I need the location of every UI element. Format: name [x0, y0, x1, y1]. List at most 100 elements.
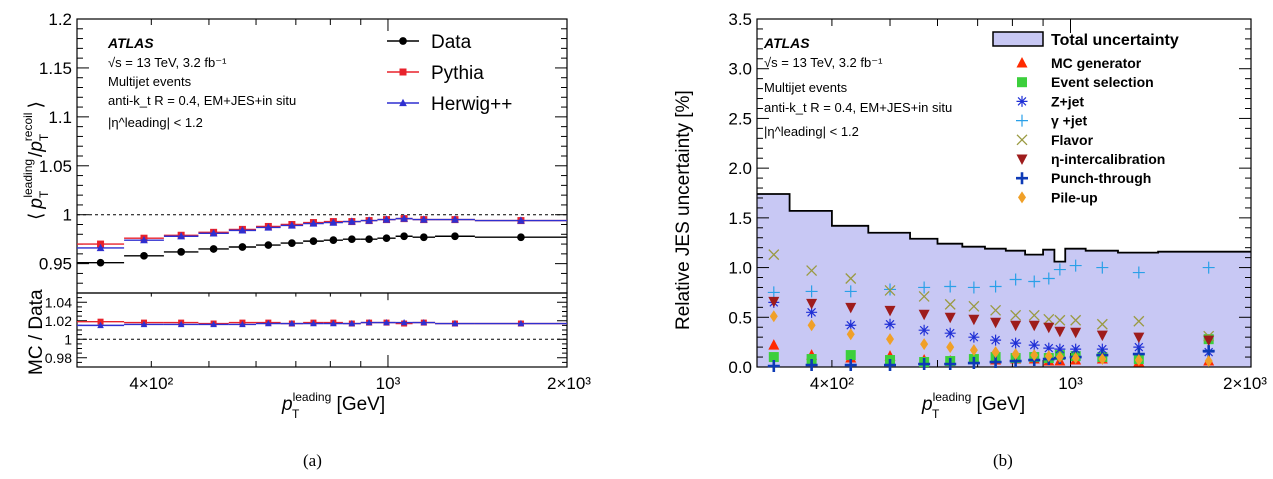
legend-entry--intercalibration: η-intercalibration: [1016, 151, 1165, 167]
data-point: [1055, 351, 1064, 364]
data-point: [1043, 313, 1055, 325]
legend-label: MC generator: [1051, 55, 1142, 71]
panel-b-xlabel: pleading [GeV] T: [921, 390, 1025, 421]
panel-b-xlabel-sub: T: [932, 407, 940, 421]
legend-entry-herwig-: Herwig++: [387, 94, 512, 115]
data-point: [1042, 272, 1055, 285]
data-point: [845, 302, 857, 314]
data-point: [1053, 263, 1066, 276]
panel-b-ylabel: Relative JES uncertainty [%]: [673, 90, 694, 330]
legend-label: η-intercalibration: [1051, 151, 1165, 167]
data-point: [1054, 314, 1066, 326]
data-point: [1028, 309, 1040, 321]
ratio-point: [97, 318, 104, 325]
data-point: [1096, 261, 1109, 274]
panel-b-total-uncertainty-band: [757, 193, 1251, 367]
data-point: [845, 319, 857, 331]
data-point: [1069, 259, 1082, 272]
data-point: [845, 350, 856, 361]
panel-a-atlas-label: ATLAS: [107, 35, 154, 51]
data-point: [990, 304, 1002, 316]
data-point: [1009, 273, 1022, 286]
data-point: [1096, 318, 1108, 330]
legend-swatch: [992, 31, 1044, 47]
legend-marker: [1016, 57, 1028, 68]
data-point: [846, 328, 855, 341]
data-point: [969, 344, 978, 357]
series-data: [77, 232, 567, 267]
panel-b-energy-line: √s = 13 TeV, 3.2 fb⁻¹: [764, 55, 883, 70]
data-point: [209, 229, 218, 237]
panel-a-legend: Data Pythia Herwig++: [387, 32, 512, 115]
panel-b-atlas-label: ATLAS: [763, 35, 810, 51]
legend-entry-pile-up: Pile-up: [1018, 189, 1098, 205]
ratio-point: [140, 320, 148, 328]
data-point: [967, 357, 980, 370]
ratio-series-pythia: [77, 318, 567, 327]
data-point: [944, 358, 957, 371]
panel-b-event-line: Multijet events: [764, 80, 848, 95]
data-point: [844, 359, 857, 372]
ratio-point: [310, 319, 317, 327]
panel-a-ytick-label: 1.15: [39, 59, 72, 78]
data-point: [1098, 353, 1107, 366]
legend-entry-event-selection: Event selection: [1017, 74, 1154, 90]
panel-b-ytick-label: 0.5: [728, 308, 752, 327]
data-point: [140, 235, 148, 244]
data-point: [1070, 327, 1082, 339]
panel-b-xtick-label: 2×10³: [1223, 374, 1267, 393]
series--jet: [767, 259, 1215, 299]
data-point: [884, 283, 897, 296]
panel-a-ratio-ytick-label: 1.04: [45, 294, 72, 310]
panel-b-jet-line: anti-k_t R = 0.4, EM+JES+in situ: [764, 100, 952, 115]
series--intercalibration: [768, 296, 1215, 347]
data-point: [768, 339, 780, 350]
data-point: [767, 286, 780, 299]
panel-a: 4×10² 10³ 2×10³ 0.95 1 1.05 1.1 1.15 1.2 0.98 1 1.0…: [21, 10, 591, 470]
data-point: [1133, 315, 1145, 327]
data-point: [329, 236, 338, 245]
legend-entry-mc-generator: MC generator: [1016, 55, 1142, 71]
data-point: [96, 258, 105, 267]
data-point: [768, 296, 780, 308]
data-point: [918, 309, 930, 321]
data-point: [1134, 354, 1143, 367]
ratio-point: [400, 319, 408, 326]
data-point: [920, 338, 929, 351]
panel-b-frame: [756, 18, 1252, 368]
data-point: [365, 216, 373, 224]
panel-b-axes: 4×10² 10³ 2×10³ 0.0 0.5 1.0 1.5 2.0 2.5 3.0 3.5: [728, 10, 1267, 393]
data-point: [1070, 343, 1082, 355]
data-point: [1028, 339, 1040, 351]
panel-b-xlabel-text: pleading [GeV]: [921, 390, 1025, 415]
panel-b-series: [767, 249, 1215, 373]
data-point: [238, 226, 247, 234]
data-point: [968, 314, 980, 326]
ratio-point: [177, 320, 185, 328]
data-point: [400, 214, 408, 222]
data-point: [845, 273, 857, 284]
panel-a-ytick-label: 1.1: [48, 108, 72, 127]
ratio-point: [420, 319, 428, 326]
data-point: [1096, 330, 1108, 342]
panel-a-axes: 4×10² 10³ 2×10³ 0.95 1 1.05 1.1 1.15 1.2 0.98 1 1.0…: [39, 10, 591, 393]
panel-b-xtick-label: 10³: [1058, 374, 1083, 393]
panel-a-ylabel: ⟨pTleading/pTrecoil⟩: [21, 101, 51, 220]
legend-label: Data: [431, 32, 472, 53]
legend-label: Event selection: [1051, 74, 1154, 90]
panel-a-ratio-frame: [76, 292, 568, 368]
data-point: [517, 233, 525, 242]
data-point: [944, 280, 957, 293]
series-pile-up: [769, 310, 1213, 368]
panel-b-legend: Total uncertainty MC generator Event selec…: [992, 31, 1179, 205]
data-point: [209, 245, 218, 253]
panel-a-jet-line: anti-k_t R = 0.4, EM+JES+in situ: [108, 93, 296, 108]
data-point: [400, 232, 408, 241]
ratio-point: [517, 319, 525, 327]
data-point: [264, 241, 273, 249]
data-point: [968, 331, 980, 343]
legend-entry-pythia: Pythia: [387, 63, 484, 84]
ratio-point: [330, 319, 337, 327]
